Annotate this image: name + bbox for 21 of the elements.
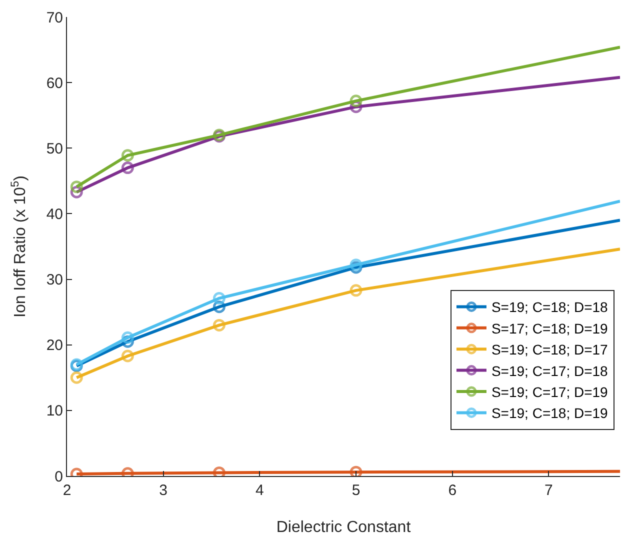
y-tick-label: 40 xyxy=(46,206,63,223)
y-tick-label: 60 xyxy=(46,74,63,92)
legend-label: S=19; C=17; D=19 xyxy=(491,384,608,400)
x-tick-label: 3 xyxy=(159,482,168,499)
x-tick-label: 5 xyxy=(352,482,360,499)
y-tick-label: 20 xyxy=(46,337,63,354)
legend-label: S=19; C=18; D=19 xyxy=(491,405,608,422)
y-tick-label: 0 xyxy=(54,468,63,486)
y-tick-label: 30 xyxy=(46,272,63,289)
x-tick-label: 4 xyxy=(256,482,264,499)
x-tick-label: 6 xyxy=(448,482,457,499)
legend-label: S=19; C=18; D=18 xyxy=(491,299,608,316)
x-axis-title: Dielectric Constant xyxy=(276,519,412,536)
y-tick-label: 70 xyxy=(46,9,63,26)
y-tick-label: 50 xyxy=(46,140,63,158)
x-tick-label: 2 xyxy=(62,482,72,499)
x-tick-label: 7 xyxy=(544,482,553,499)
legend-label: S=19; C=18; D=17 xyxy=(491,342,608,358)
y-tick-label: 10 xyxy=(46,402,63,420)
legend-label: S=19; C=17; D=18 xyxy=(491,362,608,379)
legend-label: S=17; C=18; D=19 xyxy=(491,320,608,336)
